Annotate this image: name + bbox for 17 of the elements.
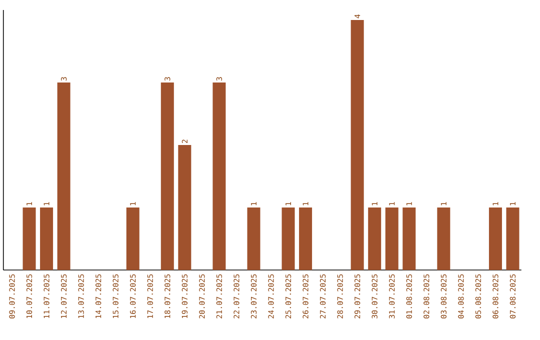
bar — [402, 208, 416, 270]
bar — [212, 82, 226, 270]
bar — [299, 208, 312, 270]
bar — [247, 208, 260, 270]
bar — [57, 82, 70, 270]
bar — [160, 82, 174, 270]
bar — [437, 208, 450, 270]
bar — [282, 208, 295, 270]
bar — [385, 208, 398, 270]
bar — [368, 208, 382, 270]
bar — [488, 208, 502, 270]
bar — [506, 208, 520, 270]
bar — [40, 208, 54, 270]
bar — [22, 208, 36, 270]
bar — [126, 208, 140, 270]
bar — [350, 20, 364, 270]
bar — [178, 145, 192, 270]
